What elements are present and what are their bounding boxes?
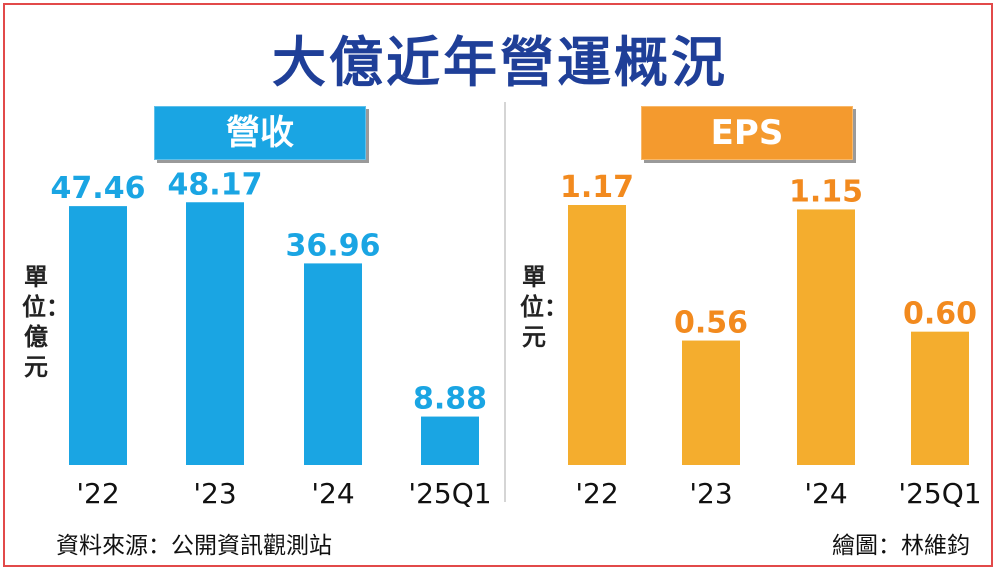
eps-value-label-0: 1.17: [560, 170, 634, 205]
data-source-note: 資料來源：公開資訊觀測站: [56, 533, 332, 559]
eps-bar-2: [797, 209, 855, 465]
revenue-value-label-3: 8.88: [413, 382, 487, 417]
eps-category-label-1: '23: [689, 477, 732, 510]
revenue-category-label-2: '24: [311, 477, 354, 510]
revenue-value-label-0: 47.46: [51, 171, 146, 206]
eps-category-label-2: '24: [804, 477, 847, 510]
eps-bar-1: [682, 340, 740, 465]
eps-category-label-0: '22: [575, 477, 618, 510]
revenue-category-label-0: '22: [76, 477, 119, 510]
eps-category-label-3: '25Q1: [898, 477, 981, 510]
revenue-category-label-3: '25Q1: [408, 477, 491, 510]
revenue-bar-2: [304, 263, 362, 465]
revenue-category-label-1: '23: [193, 477, 236, 510]
revenue-value-label-1: 48.17: [168, 167, 263, 202]
panel-divider: [504, 102, 506, 502]
eps-bar-0: [568, 205, 626, 465]
revenue-panel-header: 營收: [154, 106, 366, 160]
eps-panel-header: EPS: [641, 106, 853, 160]
revenue-unit-label: 單位：億元: [22, 263, 70, 381]
revenue-bar-0: [69, 206, 127, 466]
eps-value-label-2: 1.15: [789, 174, 863, 209]
revenue-bar-1: [186, 202, 244, 465]
chart-title: 大億近年營運概況: [272, 31, 728, 94]
revenue-bar-3: [421, 416, 479, 465]
eps-bar-3: [911, 331, 969, 465]
eps-value-label-1: 0.56: [674, 306, 748, 341]
eps-value-label-3: 0.60: [903, 297, 977, 332]
graphic-credit: 繪圖：林維鈞: [832, 533, 970, 559]
revenue-value-label-2: 36.96: [286, 228, 381, 263]
